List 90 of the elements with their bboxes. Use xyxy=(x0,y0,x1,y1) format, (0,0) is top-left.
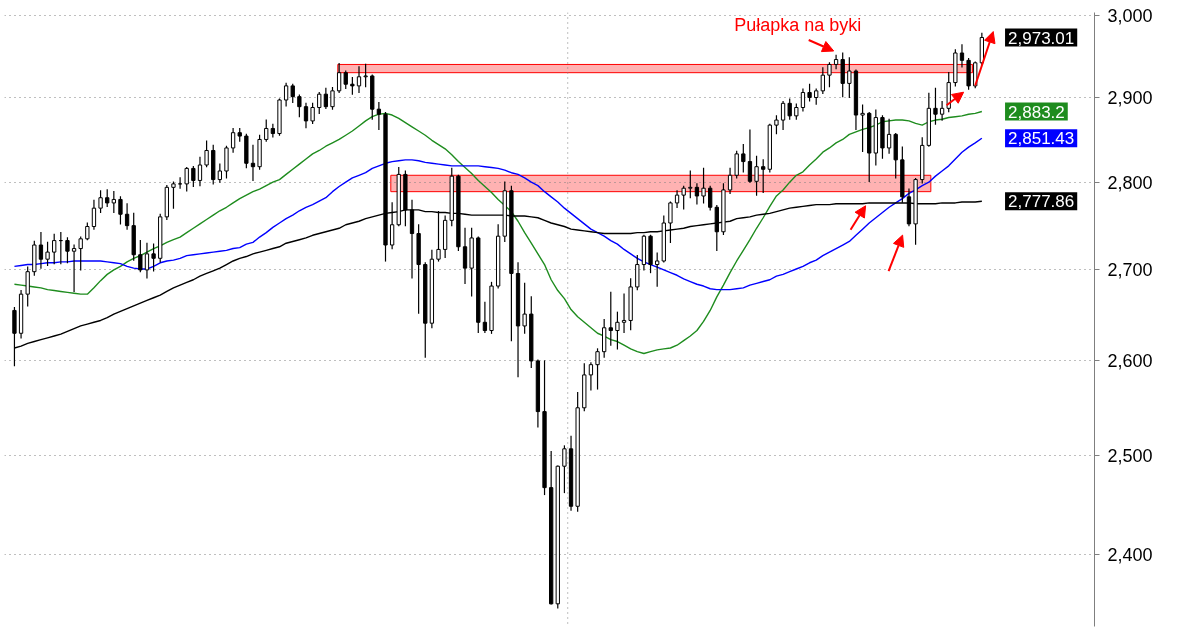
candlestick xyxy=(727,167,733,194)
candlestick xyxy=(800,88,806,112)
candlestick xyxy=(761,159,766,194)
data-label: 2,883.2 xyxy=(1008,102,1065,122)
candlestick xyxy=(708,185,713,211)
candlestick xyxy=(602,318,607,358)
candlestick xyxy=(780,101,786,130)
y-tick-label: 2,500 xyxy=(1107,446,1153,467)
candlestick xyxy=(635,255,640,291)
candlestick xyxy=(25,266,30,307)
text: 2,973.01 xyxy=(1008,28,1075,48)
candlestick xyxy=(283,82,289,107)
y-tick-label: 2,800 xyxy=(1107,172,1153,193)
y-tick-label: 2,700 xyxy=(1107,260,1153,281)
candlestick xyxy=(747,129,753,183)
candlestick xyxy=(588,362,594,391)
candlestick xyxy=(303,102,309,129)
candlestick xyxy=(787,98,792,120)
candlestick xyxy=(171,181,176,209)
candlestick xyxy=(217,163,223,183)
candlestick xyxy=(522,282,527,334)
y-tick-label: 2,400 xyxy=(1107,544,1153,565)
candlestick xyxy=(939,101,945,121)
candlestick xyxy=(52,233,57,265)
candlestick xyxy=(151,243,156,272)
candlestick xyxy=(681,185,686,210)
candlestick xyxy=(655,252,660,287)
candlestick xyxy=(124,203,130,230)
candlestick xyxy=(336,63,342,94)
candlestick xyxy=(323,87,329,109)
candlestick xyxy=(111,191,116,214)
data-label: 2,851.43 xyxy=(1008,129,1075,149)
candlestick xyxy=(973,61,978,89)
candlestick xyxy=(91,199,97,230)
candlestick xyxy=(741,143,746,173)
candlestick xyxy=(608,291,613,346)
data-label: 2,777.86 xyxy=(1008,192,1075,212)
candlestick xyxy=(694,183,700,205)
candlestick xyxy=(621,293,627,333)
candlestick xyxy=(138,239,143,273)
candlestick xyxy=(71,244,77,293)
candlestick xyxy=(462,227,468,284)
candlestick xyxy=(615,311,620,350)
candlestick xyxy=(436,211,441,262)
candlestick xyxy=(820,67,825,94)
candlestick xyxy=(297,94,302,118)
candlestick xyxy=(701,167,706,204)
candlestick xyxy=(833,54,839,70)
candlestick xyxy=(840,52,845,98)
candlestick xyxy=(191,166,196,188)
candlestick xyxy=(317,91,322,114)
candlestick xyxy=(45,241,50,267)
candlestick xyxy=(177,177,183,189)
candlestick xyxy=(363,63,368,88)
annotation: Pułapka na byki xyxy=(734,14,862,35)
candlestick xyxy=(827,62,832,88)
candlestick xyxy=(118,196,123,225)
candlestick xyxy=(144,242,150,279)
y-tick-label: 2,900 xyxy=(1107,88,1153,108)
candlestick xyxy=(197,156,203,187)
candlestick xyxy=(482,301,488,333)
candlestick xyxy=(230,127,236,153)
candlestick xyxy=(270,123,276,138)
candlestick xyxy=(933,87,938,125)
candlestick xyxy=(310,102,315,125)
candlestick xyxy=(886,118,892,154)
candlestick xyxy=(754,155,759,196)
candlestick xyxy=(264,119,269,142)
candlestick xyxy=(847,57,852,99)
candlestick xyxy=(860,104,865,152)
candlestick xyxy=(562,445,567,494)
candlestick xyxy=(688,170,693,199)
candlestick xyxy=(290,83,295,104)
candlestick xyxy=(184,166,189,192)
candlestick xyxy=(65,237,70,264)
line-series xyxy=(13,110,983,355)
candlestick xyxy=(204,140,209,168)
line-series xyxy=(13,137,983,291)
candlestick xyxy=(78,236,83,271)
candlestick xyxy=(959,44,965,68)
candlestick xyxy=(595,348,600,390)
candlestick xyxy=(330,86,335,110)
candlestick xyxy=(224,145,229,179)
candlestick xyxy=(734,150,739,179)
y-tick-label: 3,000 xyxy=(1107,6,1153,27)
candlestick xyxy=(376,101,382,130)
candlestick xyxy=(38,232,44,269)
candlestick xyxy=(98,190,103,214)
y-tick-label: 2,600 xyxy=(1107,351,1153,372)
candlestick xyxy=(356,66,362,94)
